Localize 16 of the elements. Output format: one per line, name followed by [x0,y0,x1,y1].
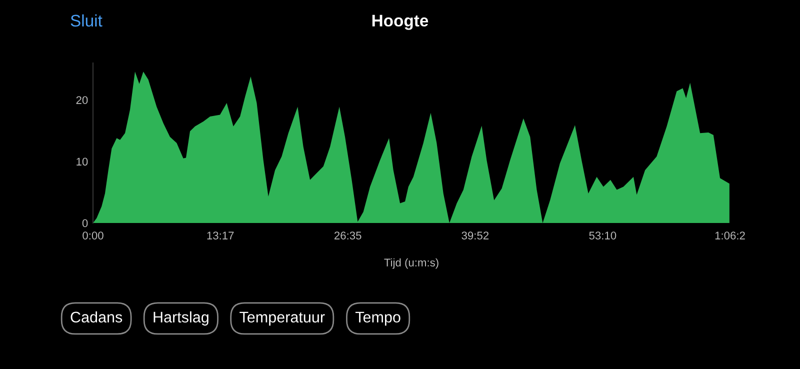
x-tick-label: 0:00 [82,232,104,240]
x-tick-label: 39:52 [462,232,489,240]
x-tick-label: 13:17 [207,232,234,240]
x-tick-label: 1:06:2 [715,232,745,240]
text: Temperatuur [240,312,325,326]
text: Sluit [70,14,102,27]
y-tick-label: 0 [82,219,88,228]
chart-title: Hoogte [372,14,428,30]
x-tick-label: 26:35 [334,232,362,240]
y-tick-label: 20 [76,96,88,104]
x-axis-title: Tijd (u:m:s) [384,258,438,269]
y-tick-label: 10 [76,158,88,166]
text: Hartslag [154,311,208,326]
text: Tempo [355,312,400,326]
text: Cadans [70,311,122,323]
x-tick-label: 53:10 [589,232,616,240]
